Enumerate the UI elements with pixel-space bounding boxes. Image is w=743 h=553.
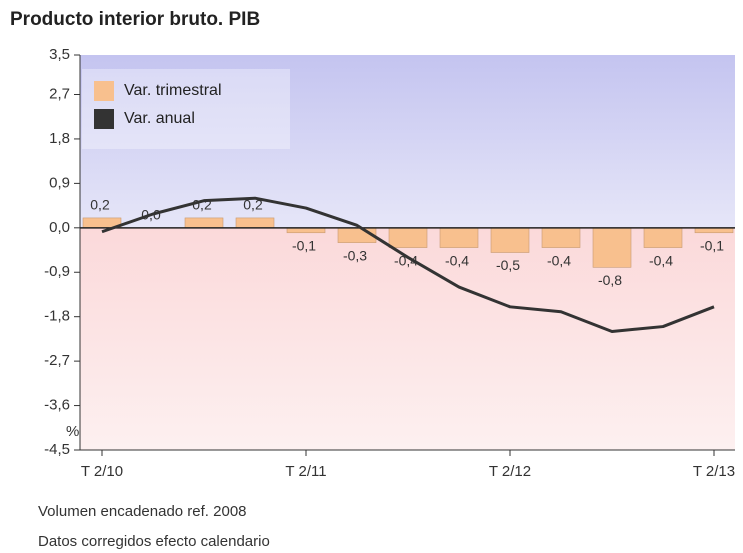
x-tick-label: T 2/11 bbox=[285, 463, 326, 480]
y-tick-label: 3,5 bbox=[49, 46, 70, 63]
value-label: -0,1 bbox=[292, 237, 316, 253]
value-label: -0,3 bbox=[343, 247, 367, 263]
bar bbox=[643, 227, 683, 248]
y-tick-label: -1,8 bbox=[44, 308, 70, 325]
y-tick-label: 2,7 bbox=[49, 85, 70, 102]
legend-swatch bbox=[94, 109, 114, 129]
value-label: -0,4 bbox=[445, 252, 469, 268]
positive-area bbox=[80, 55, 735, 228]
legend-label: Var. anual bbox=[124, 110, 195, 127]
y-unit: % bbox=[66, 423, 79, 440]
bar bbox=[490, 227, 530, 253]
line bbox=[101, 196, 715, 333]
y-tick-label: 0,9 bbox=[49, 174, 70, 191]
note: Volumen encadenado ref. 2008 bbox=[38, 503, 247, 520]
note: Datos corregidos efecto calendario bbox=[38, 533, 270, 550]
bar bbox=[388, 227, 428, 248]
legend-box bbox=[82, 69, 290, 149]
bar bbox=[235, 217, 275, 229]
value-label: -0,8 bbox=[598, 272, 622, 288]
bar bbox=[592, 227, 632, 268]
y-tick-label: -0,9 bbox=[44, 263, 70, 280]
value-label: -0,4 bbox=[394, 252, 418, 268]
x-tick-label: T 2/12 bbox=[489, 463, 531, 480]
bar bbox=[184, 217, 224, 229]
y-tick-label: 1,8 bbox=[49, 130, 70, 147]
x-tick-label: T 2/10 bbox=[81, 463, 123, 480]
value-label: 0,2 bbox=[243, 197, 263, 213]
chart-title: Producto interior bruto. PIB bbox=[10, 9, 260, 30]
value-label: -0,4 bbox=[649, 252, 673, 268]
value-label: -0,1 bbox=[700, 237, 724, 253]
y-tick-label: 0,0 bbox=[49, 219, 70, 236]
value-label: 0,2 bbox=[90, 197, 110, 213]
y-tick-label: -3,6 bbox=[44, 397, 70, 414]
bar bbox=[439, 227, 479, 248]
value-label: -0,5 bbox=[496, 257, 520, 273]
x-tick-label: T 2/13 bbox=[693, 463, 735, 480]
y-tick-label: -2,7 bbox=[44, 352, 70, 369]
value-label: -0,4 bbox=[547, 252, 571, 268]
y-tick-label: -4,5 bbox=[44, 441, 70, 458]
legend-label: Var. trimestral bbox=[124, 82, 222, 99]
legend-swatch bbox=[94, 81, 114, 101]
bar bbox=[541, 227, 581, 248]
